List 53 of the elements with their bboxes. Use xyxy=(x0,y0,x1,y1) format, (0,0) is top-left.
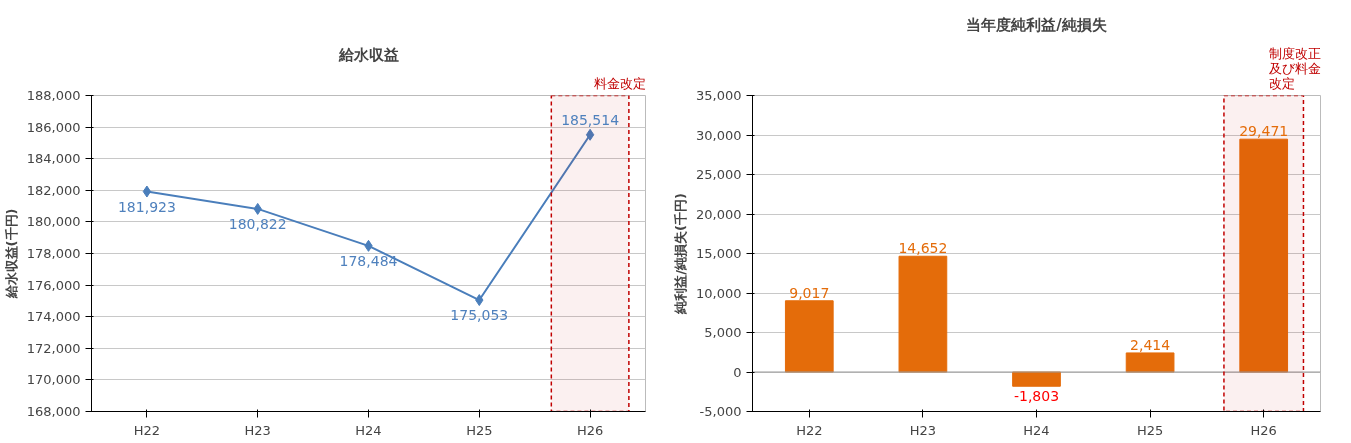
x-tick-label: H25 xyxy=(466,422,493,438)
text: 181,923 xyxy=(117,198,176,215)
y-axis-title: 純利益/純損失(千円) xyxy=(673,193,689,315)
y-tick-label: 182,000 xyxy=(26,182,81,198)
y-tick-label: 180,000 xyxy=(26,214,81,230)
chart-title: 給水収益 xyxy=(337,45,399,64)
y-tick-label: 0 xyxy=(733,364,742,380)
text: 2,414 xyxy=(1130,336,1171,353)
band-label: 料金改定 xyxy=(593,75,646,91)
point xyxy=(585,128,595,141)
x-tick-label: H26 xyxy=(1250,422,1277,438)
chart-title: 当年度純利益/純損失 xyxy=(966,15,1107,34)
text: 29,471 xyxy=(1239,123,1289,140)
point xyxy=(142,185,152,198)
y-tick-label: 170,000 xyxy=(26,372,81,388)
y-tick-label: 30,000 xyxy=(696,127,742,143)
bar xyxy=(1239,138,1289,373)
bar xyxy=(1012,371,1061,387)
x-tick-label: H23 xyxy=(244,422,271,438)
y-tick-label: 35,000 xyxy=(696,88,742,103)
text: 180,822 xyxy=(228,215,287,232)
x-tick-label: H24 xyxy=(355,422,382,438)
y-axis-title: 給水収益(千円) xyxy=(3,208,19,300)
y-tick-label: 25,000 xyxy=(696,167,742,182)
y-tick-label: 168,000 xyxy=(26,404,81,419)
text: 9,017 xyxy=(789,284,830,301)
y-tick-label: 172,000 xyxy=(26,340,81,356)
bar xyxy=(784,300,834,373)
bar xyxy=(1125,352,1175,373)
x-tick-label: H26 xyxy=(576,422,604,438)
y-tick-label: -5,000 xyxy=(699,404,742,419)
y-tick-label: 174,000 xyxy=(26,309,81,325)
x-tick-label: H22 xyxy=(796,422,823,438)
y-tick-label: 188,000 xyxy=(26,88,81,103)
y-tick-label: 186,000 xyxy=(26,119,81,135)
y-tick-label: 15,000 xyxy=(696,246,742,261)
bar xyxy=(898,255,948,373)
text: -1,803 xyxy=(1013,388,1060,405)
text: 178,484 xyxy=(339,252,398,269)
y-tick-label: 20,000 xyxy=(696,206,742,222)
y-tick-label: 178,000 xyxy=(26,246,81,261)
band-label: 制度改正及び料金改定 xyxy=(1268,45,1321,91)
y-tick-label: 184,000 xyxy=(26,151,81,167)
y-tick-label: 10,000 xyxy=(696,285,742,301)
x-tick-label: H23 xyxy=(909,422,937,438)
y-tick-label: 5,000 xyxy=(704,325,742,340)
text: 175,053 xyxy=(450,307,509,324)
x-tick-label: H24 xyxy=(1023,422,1050,438)
text: 185,514 xyxy=(561,111,620,128)
text: 14,652 xyxy=(898,240,948,257)
x-tick-label: H22 xyxy=(133,422,161,438)
x-tick-label: H25 xyxy=(1136,422,1164,438)
y-tick-label: 176,000 xyxy=(26,277,81,293)
